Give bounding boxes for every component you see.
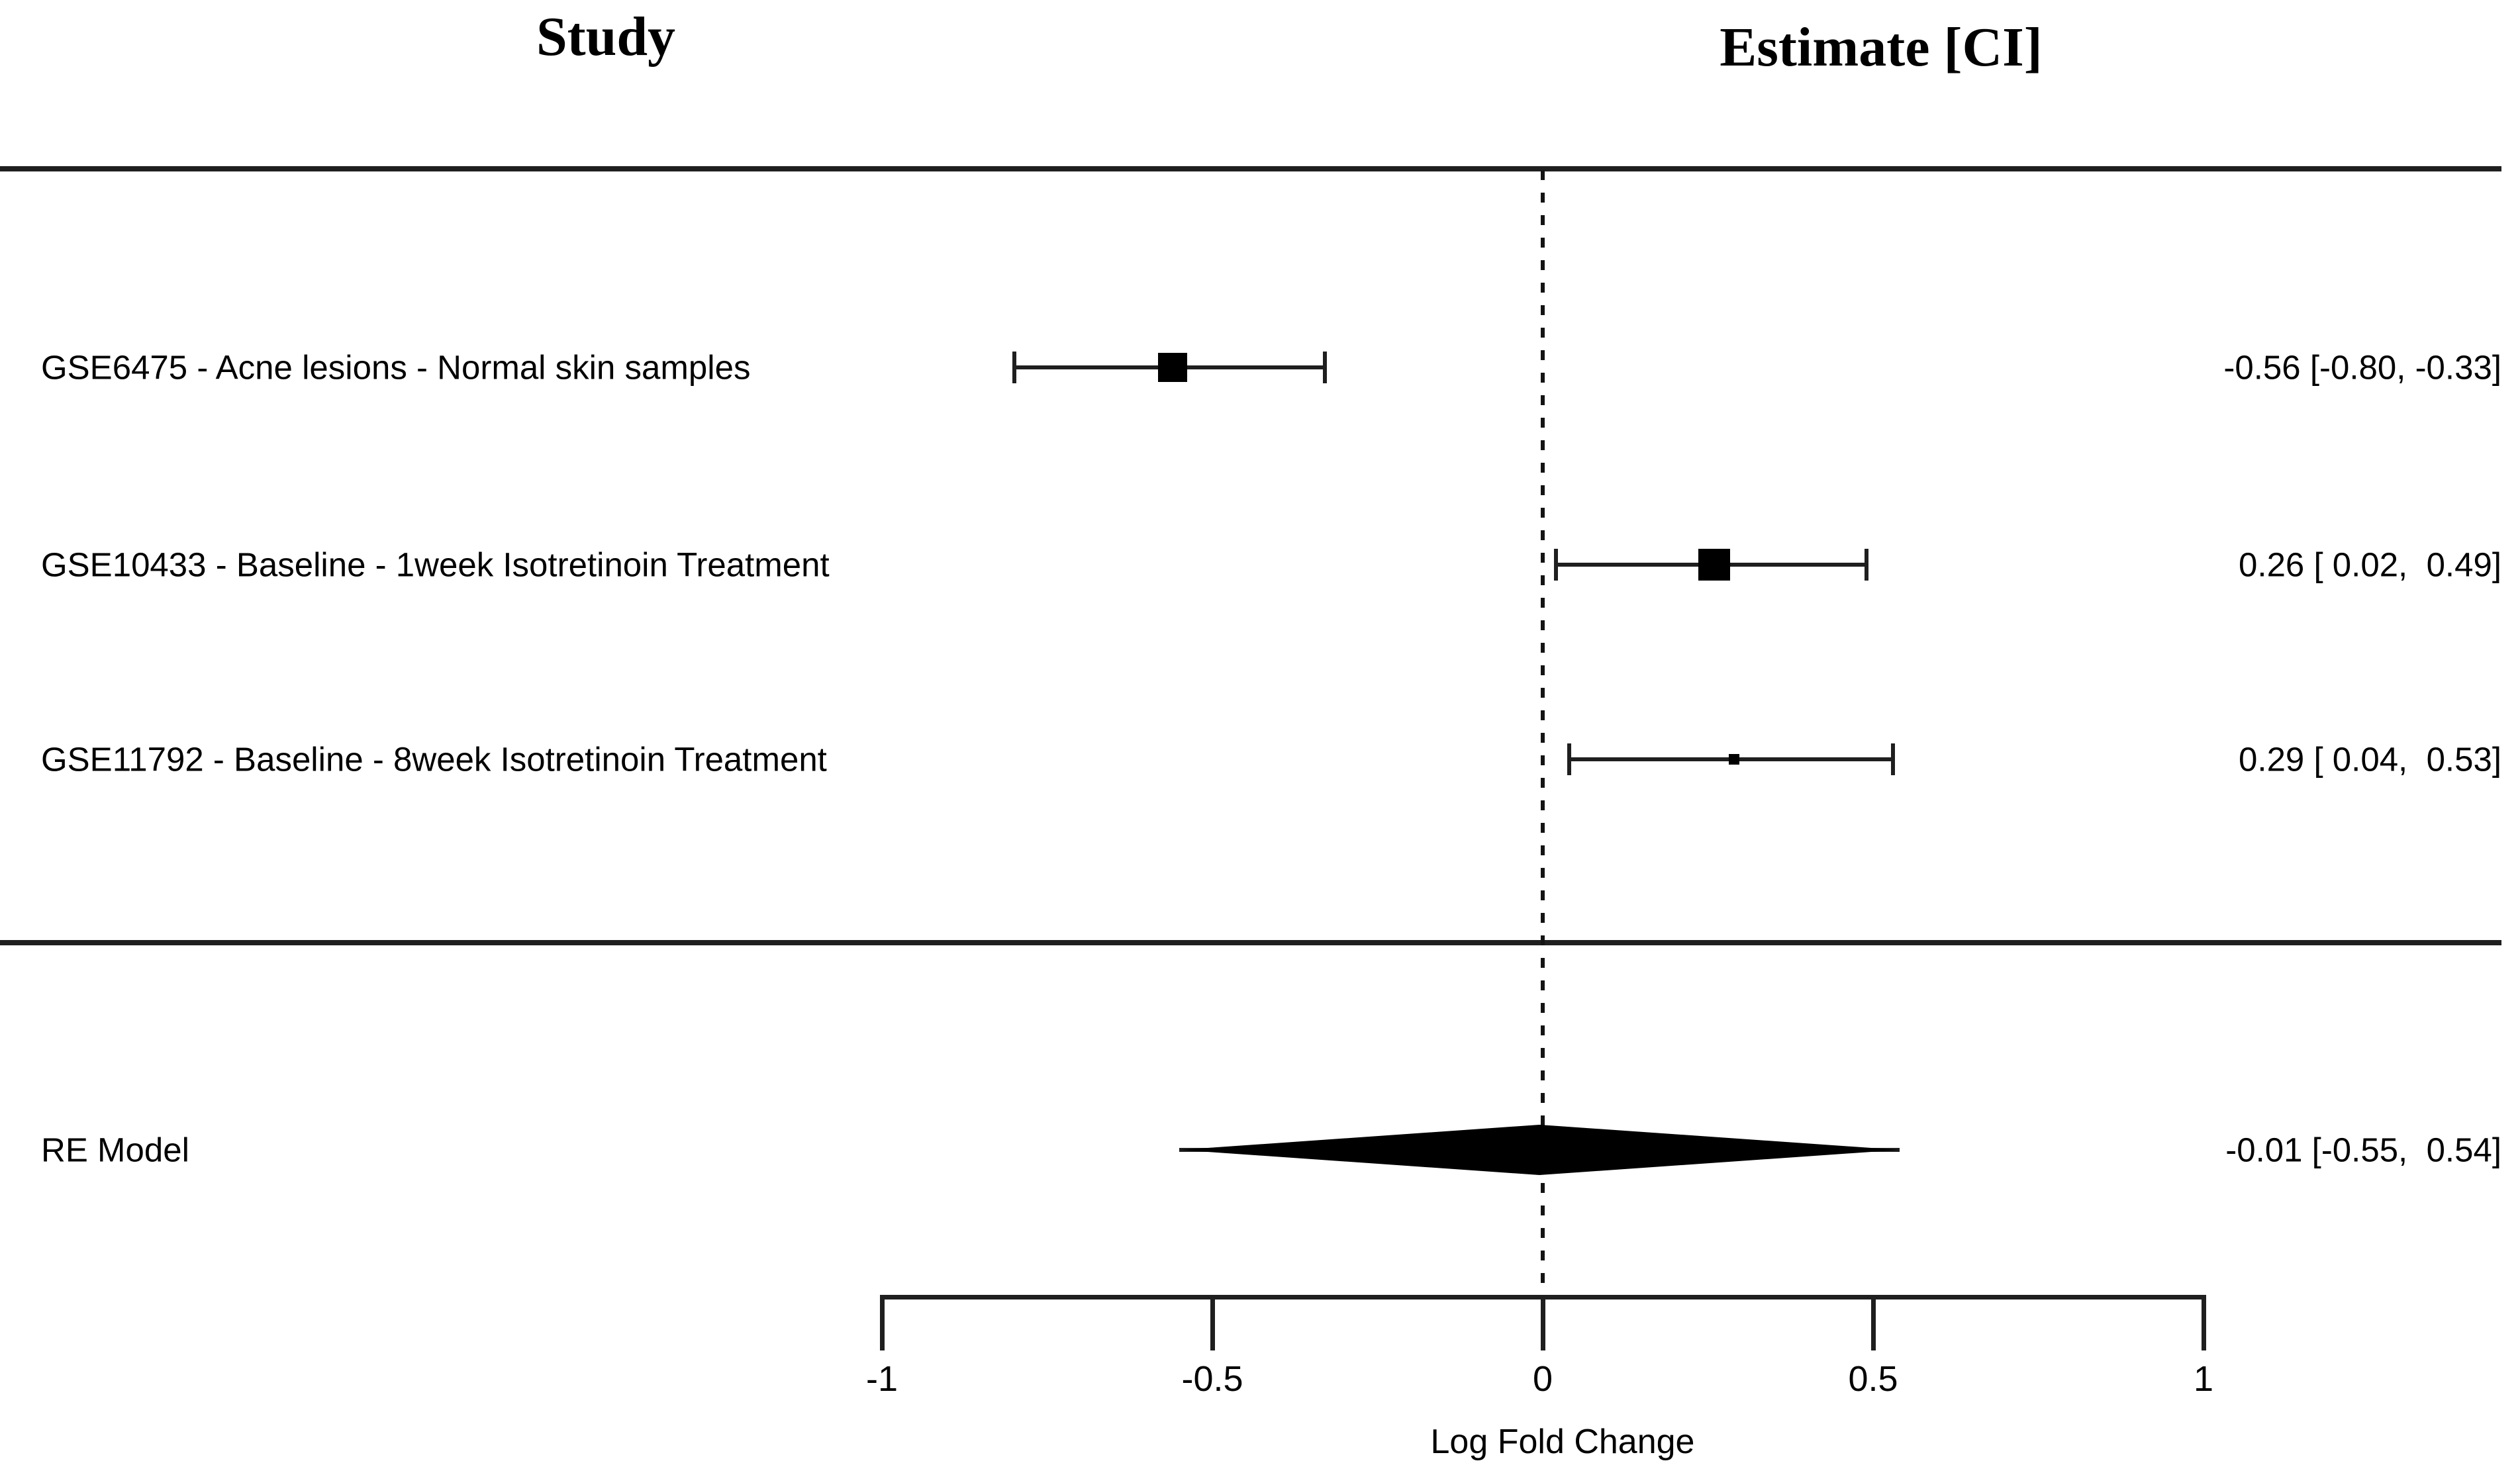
point-estimate-marker (1729, 754, 1740, 765)
top-rule (0, 166, 2501, 171)
x-axis-tick: 0 (1533, 1295, 1553, 1397)
column-header-estimate: Estimate [CI] (1720, 17, 2043, 78)
study-row: GSE10433 - Baseline - 1week Isotretinoin… (0, 525, 2520, 604)
estimate-label: 0.29 [ 0.04, 0.53] (2239, 740, 2501, 779)
x-axis-tick-label: 0.5 (1848, 1359, 1898, 1399)
x-axis-title: Log Fold Change (1430, 1423, 1695, 1461)
ci-cap-left (1553, 549, 1558, 581)
study-row: GSE6475 - Acne lesions - Normal skin sam… (0, 328, 2520, 407)
x-axis-tick: 0.5 (1848, 1295, 1898, 1397)
column-header-study: Study (536, 6, 676, 68)
x-axis-tick-label: -1 (865, 1359, 898, 1399)
point-estimate-marker (1698, 549, 1731, 581)
x-axis-tick: 1 (2194, 1295, 2213, 1397)
study-label: GSE6475 - Acne lesions - Normal skin sam… (41, 348, 751, 387)
study-label: GSE10433 - Baseline - 1week Isotretinoin… (41, 545, 830, 584)
estimate-label: -0.56 [-0.80, -0.33] (2223, 348, 2501, 387)
x-axis-tick-label: 0 (1532, 1359, 1553, 1399)
x-axis-tick-label: 1 (2193, 1359, 2214, 1399)
ci-cap-right (1865, 549, 1869, 581)
x-axis-tick: -0.5 (1181, 1295, 1243, 1397)
zero-reference-line (1541, 170, 1545, 1296)
study-label: GSE11792 - Baseline - 8week Isotretinoin… (41, 740, 827, 779)
summary-label: RE Model (41, 1131, 189, 1169)
point-estimate-marker (1158, 353, 1188, 382)
separator-rule (0, 940, 2501, 945)
study-row: GSE11792 - Baseline - 8week Isotretinoin… (0, 720, 2520, 799)
summary-row: RE Model -0.01 [-0.55, 0.54] (0, 1110, 2520, 1190)
ci-cap-left (1012, 352, 1016, 383)
estimate-label: 0.26 [ 0.02, 0.49] (2239, 545, 2501, 584)
summary-diamond (1179, 1125, 1900, 1175)
summary-estimate-label: -0.01 [-0.55, 0.54] (2225, 1131, 2501, 1169)
x-axis-tick: -1 (866, 1295, 898, 1397)
ci-cap-right (1890, 743, 1895, 775)
ci-cap-right (1322, 352, 1327, 383)
ci-cap-left (1567, 743, 1571, 775)
x-axis-tick-label: -0.5 (1181, 1359, 1243, 1399)
